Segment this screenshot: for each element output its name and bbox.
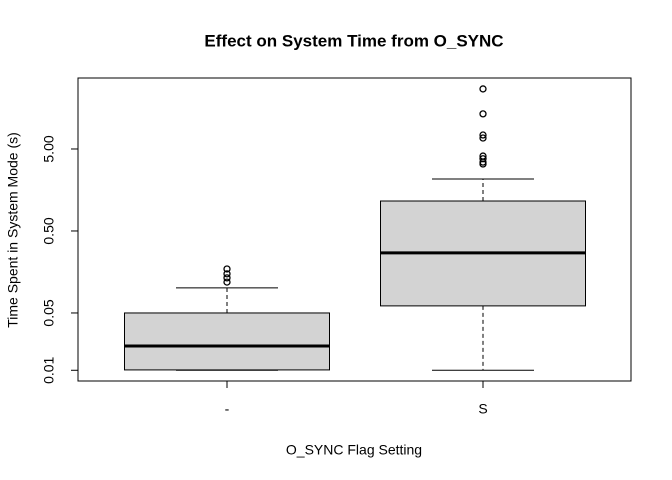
y-tick-label: 0.05 [41,299,57,326]
y-tick-label: 0.01 [41,356,57,383]
outlier [479,131,487,139]
outlier [223,278,231,286]
x-tick-label: - [225,401,230,417]
x-tick-label: S [478,401,487,417]
y-axis-title: Time Spent in System Mode (s) [5,132,21,328]
outlier [223,265,231,273]
outlier [479,155,487,163]
plot-frame [77,77,632,382]
outlier [223,274,231,282]
y-tick-label: 5.00 [41,135,57,162]
outlier [479,134,487,142]
outlier [479,160,487,168]
y-tick-label: 0.50 [41,217,57,244]
outlier [223,270,231,278]
outlier [479,110,487,118]
box [124,312,330,371]
x-axis-title: O_SYNC Flag Setting [286,442,422,458]
chart-title: Effect on System Time from O_SYNC [204,31,503,50]
outlier [479,85,487,93]
